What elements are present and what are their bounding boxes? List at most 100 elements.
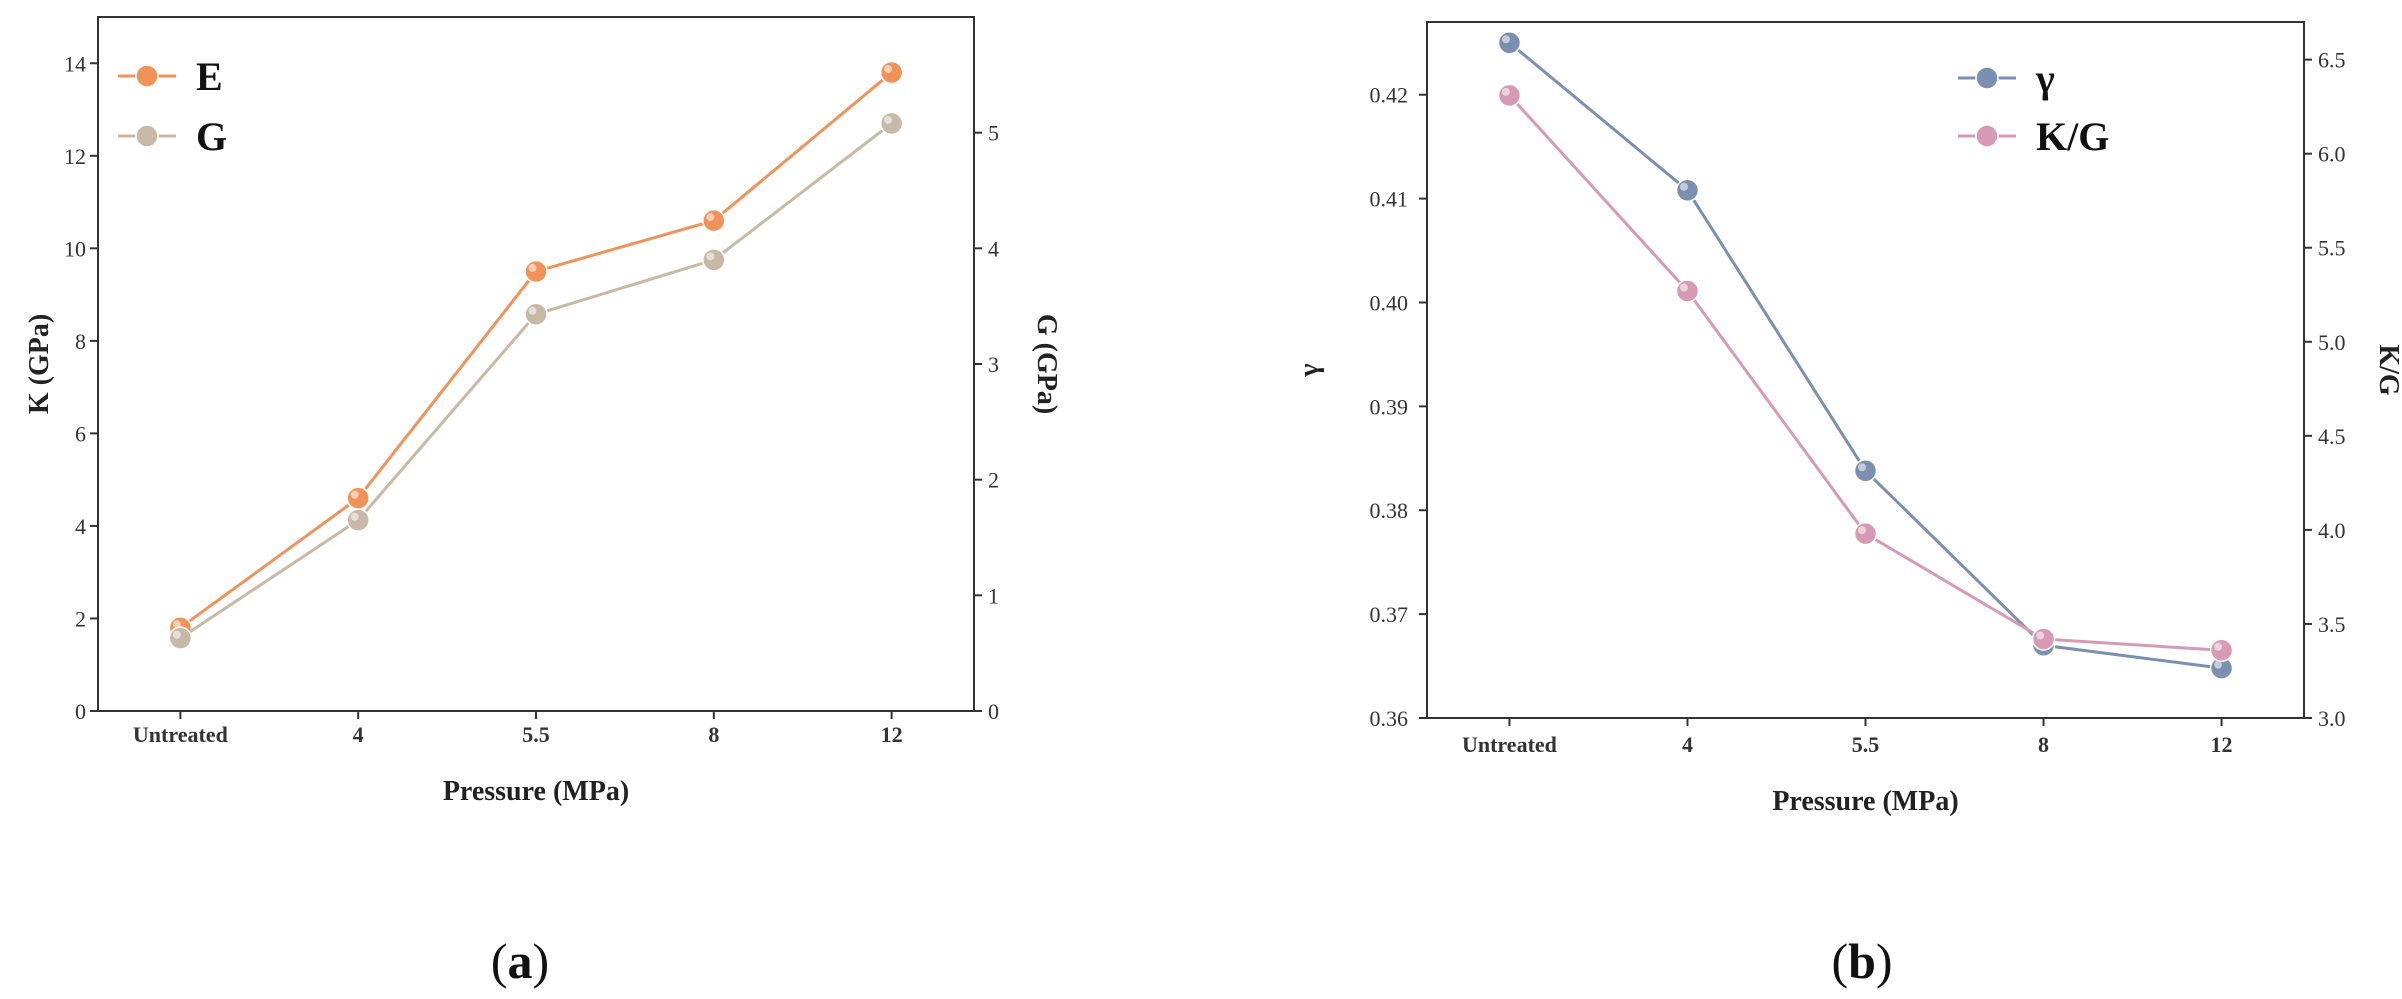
legend-marker	[135, 64, 159, 88]
data-point	[1675, 178, 1700, 203]
caption-paren: )	[533, 933, 550, 989]
legend-label: G	[196, 114, 227, 159]
y-right-tick-label: 4.5	[2318, 424, 2346, 449]
legend-marker	[1975, 66, 1999, 90]
x-tick-label: 12	[881, 722, 903, 747]
data-point-highlight	[884, 65, 893, 74]
panel-caption: (b)	[1831, 933, 1892, 989]
data-point-highlight	[172, 620, 181, 629]
caption-paren: )	[1876, 933, 1893, 989]
x-tick-label: 8	[2038, 732, 2049, 757]
chart-panel-a: Untreated 4 5.5 8 1202468101214012345Pressur…	[24, 16, 1062, 989]
data-point-highlight	[1679, 283, 1688, 292]
x-axis-title: Pressure (MPa)	[443, 776, 629, 807]
x-axis-title: Pressure (MPa)	[1772, 786, 1958, 817]
x-tick-label: 4	[353, 722, 364, 747]
caption-letter: a	[508, 933, 533, 989]
y-left-tick-label: 0.36	[1370, 706, 1409, 731]
data-point-highlight	[1858, 526, 1866, 535]
y-left-tick-label: 4	[75, 514, 86, 539]
legend-label: E	[196, 54, 223, 99]
data-point	[1675, 279, 1700, 303]
y-left-tick-label: 8	[75, 329, 86, 354]
legend-marker	[1975, 124, 1999, 148]
y-right-tick-label: 3.5	[2318, 612, 2346, 637]
y-left-tick-label: 12	[64, 144, 86, 169]
legend-marker	[135, 124, 159, 148]
x-tick-label: Untreated	[1462, 732, 1557, 757]
y-left-tick-label: 0.41	[1370, 187, 1409, 212]
y-right-tick-label: 6.5	[2318, 48, 2346, 73]
x-tick-label: 5.5	[1852, 732, 1880, 757]
data-point-highlight	[2036, 631, 2045, 640]
legend-label: γ	[2035, 56, 2055, 101]
x-tick-label: 12	[2211, 732, 2233, 757]
y-left-tick-label: 10	[64, 236, 86, 261]
series-line-K/G	[1508, 94, 2222, 652]
data-point-highlight	[2214, 660, 2223, 669]
x-tick-label: Untreated	[133, 722, 228, 747]
data-point	[879, 111, 904, 136]
y-right-tick-label: 6.0	[2318, 142, 2346, 167]
data-point-highlight	[1501, 35, 1510, 44]
y-right-axis-title: K/G	[2373, 344, 2402, 396]
data-point-highlight	[1858, 463, 1866, 472]
data-point	[2031, 627, 2056, 651]
y-left-tick-label: 0	[75, 699, 86, 724]
y-right-tick-label: 5.5	[2318, 236, 2346, 261]
y-right-tick-label: 3.0	[2318, 706, 2346, 731]
data-point	[879, 60, 904, 85]
y-right-tick-label: 5	[988, 121, 999, 146]
caption-letter: b	[1848, 933, 1876, 989]
plot-frame	[1426, 21, 2305, 719]
data-point-highlight	[706, 252, 715, 261]
data-point	[702, 248, 726, 272]
legend-label: K/G	[2036, 114, 2109, 159]
y-left-tick-label: 0.40	[1370, 290, 1409, 315]
y-left-axis-title: γ	[1294, 363, 1325, 377]
y-left-axis-title: K (GPa)	[24, 314, 55, 414]
caption-paren: (	[491, 933, 508, 989]
y-right-tick-label: 4.0	[2318, 518, 2346, 543]
data-point-highlight	[706, 213, 715, 222]
y-left-tick-label: 2	[75, 606, 86, 631]
caption-paren: (	[1831, 933, 1848, 989]
data-point-highlight	[1501, 87, 1510, 96]
y-left-tick-label: 0.38	[1370, 498, 1409, 523]
data-point	[168, 626, 193, 650]
data-point	[1853, 521, 1878, 546]
y-left-tick-label: 0.39	[1370, 394, 1409, 419]
y-right-tick-label: 5.0	[2318, 330, 2346, 355]
data-point-highlight	[1679, 182, 1688, 191]
data-point	[702, 208, 726, 233]
chart-panel-b: Untreated 4 5.5 8 12 0.36 0.37 0.38 0.39 0.40 0.41…	[1294, 21, 2402, 989]
data-point-highlight	[350, 512, 359, 521]
data-point	[524, 302, 548, 327]
y-right-tick-label: 2	[988, 468, 999, 493]
y-left-tick-label: 0.42	[1370, 83, 1409, 108]
series-line-E	[179, 71, 893, 629]
y-right-axis-title: G (GPa)	[1031, 314, 1062, 414]
data-point	[346, 508, 370, 532]
data-point-highlight	[528, 263, 537, 272]
y-right-tick-label: 0	[988, 699, 999, 724]
data-point	[346, 486, 370, 510]
y-right-tick-label: 3	[988, 352, 999, 377]
series-line-G	[179, 122, 893, 640]
data-point	[1853, 459, 1878, 483]
y-left-tick-label: 14	[64, 51, 86, 76]
data-point	[524, 259, 548, 284]
data-point-highlight	[350, 490, 359, 499]
x-tick-label: 8	[708, 722, 719, 747]
data-point-highlight	[172, 630, 181, 639]
x-tick-label: 4	[1682, 732, 1693, 757]
series-line-γ	[1508, 41, 2222, 670]
y-right-tick-label: 1	[988, 583, 999, 608]
data-point	[1497, 83, 1522, 108]
data-point	[2209, 638, 2234, 663]
y-left-tick-label: 0.37	[1370, 602, 1409, 627]
data-point-highlight	[528, 306, 537, 315]
y-left-tick-label: 6	[75, 421, 86, 446]
data-point-highlight	[884, 115, 893, 124]
